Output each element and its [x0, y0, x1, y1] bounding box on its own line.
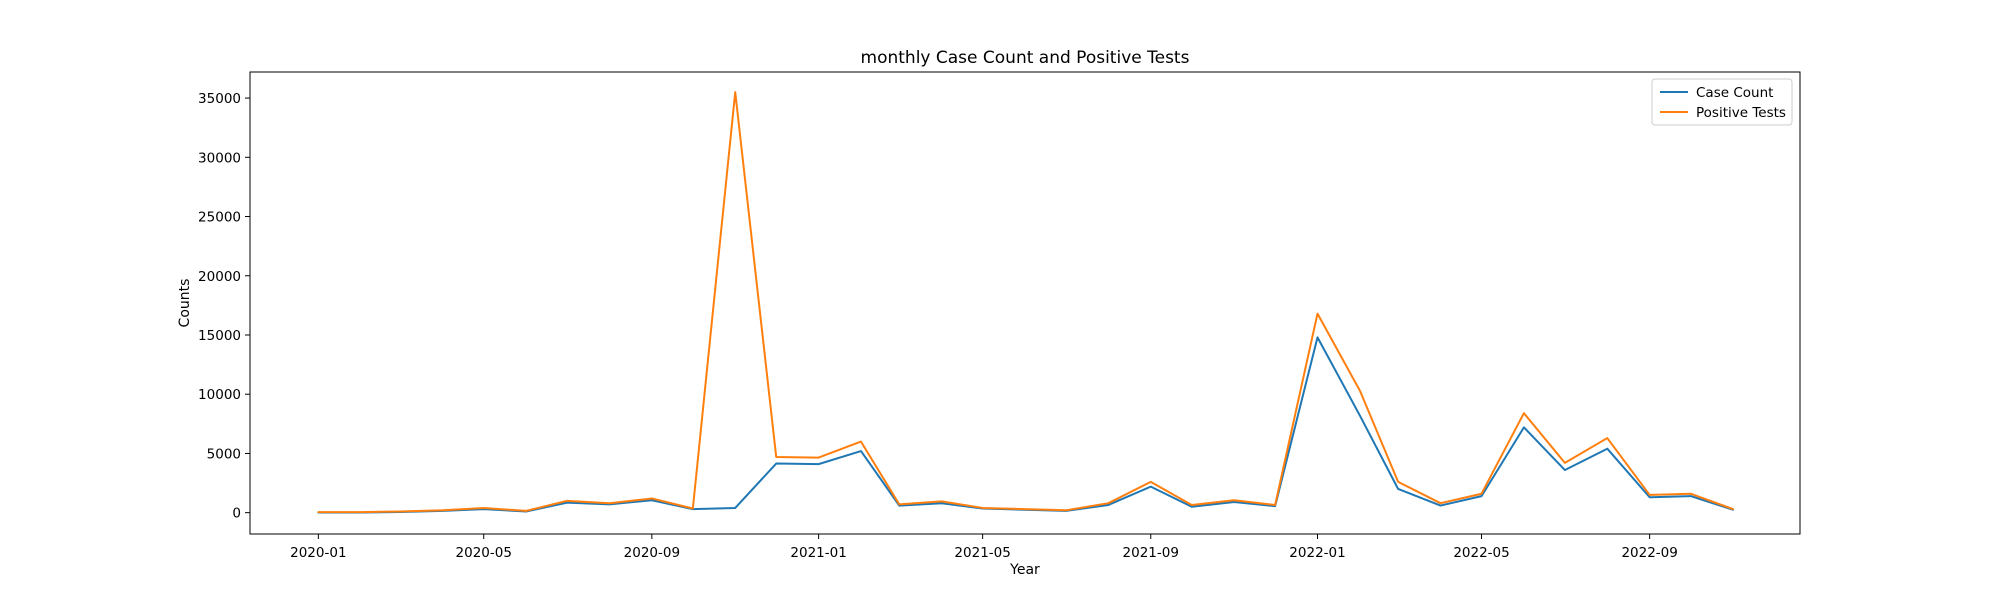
y-tick-label: 0 [232, 506, 241, 522]
x-tick-label: 2020-09 [624, 545, 680, 561]
legend-box [1651, 78, 1793, 126]
chart-title: monthly Case Count and Positive Tests [861, 48, 1190, 68]
x-axis: 2020-01 2020-05 2020-09 2021-01 2021-05 2021-… [290, 534, 1678, 561]
y-tick-label: 5000 [207, 446, 241, 462]
y-tick-label: 15000 [198, 328, 241, 344]
legend-label-positive-tests: Positive Tests [1696, 105, 1786, 121]
x-tick-label: 2020-01 [290, 545, 346, 561]
series-line-positive-tests [317, 91, 1735, 514]
y-tick-label: 10000 [198, 387, 241, 403]
y-tick-label: 30000 [198, 150, 241, 166]
x-tick-label: 2022-01 [1289, 545, 1345, 561]
x-tick-label: 2021-05 [954, 545, 1010, 561]
series-layer [317, 91, 1735, 514]
y-tick-label: 20000 [198, 269, 241, 285]
plot-frame [249, 71, 1801, 535]
x-tick-label: 2022-09 [1621, 545, 1677, 561]
x-tick-label: 2021-01 [790, 545, 846, 561]
y-tick-label: 25000 [198, 210, 241, 226]
x-tick-label: 2021-09 [1123, 545, 1179, 561]
y-axis: 0 5000 10000 15000 20000 25000 30000 35000 [198, 91, 250, 522]
plot-background [250, 72, 1800, 534]
x-tick-label: 2020-05 [456, 545, 512, 561]
x-tick-label: 2022-05 [1453, 545, 1509, 561]
y-tick-label: 35000 [198, 91, 241, 107]
legend: Case Count Positive Tests [1651, 78, 1793, 126]
x-axis-label: Year [1009, 562, 1040, 578]
legend-label-case-count: Case Count [1696, 85, 1773, 101]
y-axis-label: Counts [177, 279, 193, 328]
